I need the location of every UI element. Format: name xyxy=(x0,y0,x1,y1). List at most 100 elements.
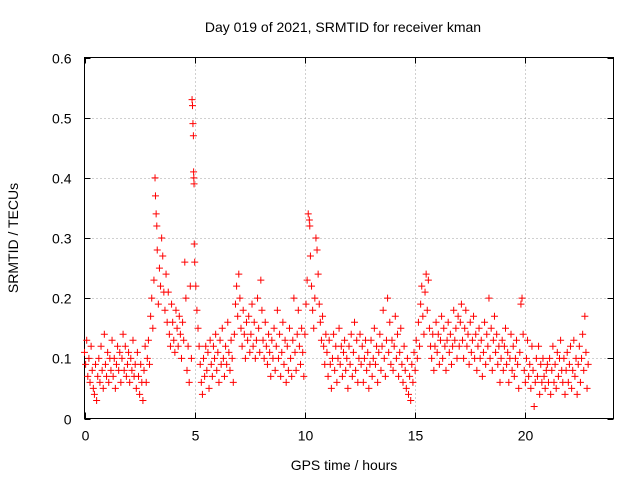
data-point xyxy=(425,324,433,332)
data-point xyxy=(499,366,507,374)
data-point xyxy=(120,366,128,374)
data-point xyxy=(201,372,209,380)
data-point xyxy=(465,360,473,368)
data-point xyxy=(326,360,334,368)
data-point xyxy=(285,324,293,332)
data-point xyxy=(569,366,577,374)
data-point xyxy=(180,336,188,344)
data-point xyxy=(128,366,136,374)
data-point xyxy=(190,168,198,176)
data-point xyxy=(392,354,400,362)
data-point xyxy=(501,324,509,332)
data-point xyxy=(515,384,523,392)
data-point xyxy=(234,312,242,320)
data-point xyxy=(246,348,254,356)
data-point xyxy=(90,390,98,398)
data-point xyxy=(229,378,237,386)
data-point xyxy=(151,192,159,200)
data-point xyxy=(462,306,470,314)
data-point xyxy=(583,384,591,392)
data-point xyxy=(195,342,203,350)
data-point xyxy=(443,336,451,344)
data-point xyxy=(387,360,395,368)
y-tick-label: 0.6 xyxy=(52,51,72,67)
x-tick-label: 10 xyxy=(298,428,314,444)
data-point xyxy=(171,348,179,356)
data-point xyxy=(433,348,441,356)
data-point xyxy=(398,360,406,368)
data-point xyxy=(129,336,137,344)
data-point xyxy=(312,234,320,242)
data-point xyxy=(540,372,548,380)
data-point xyxy=(516,348,524,356)
data-point xyxy=(203,366,211,374)
data-point xyxy=(411,366,419,374)
data-point xyxy=(189,102,197,110)
data-point xyxy=(276,330,284,338)
data-point xyxy=(148,294,156,302)
data-point xyxy=(410,348,418,356)
data-point xyxy=(196,360,204,368)
data-point xyxy=(260,354,268,362)
data-point xyxy=(189,120,197,128)
data-point xyxy=(207,360,215,368)
data-point xyxy=(223,360,231,368)
data-point xyxy=(461,324,469,332)
data-point xyxy=(457,300,465,308)
data-point xyxy=(409,378,417,386)
data-point xyxy=(508,366,516,374)
data-point xyxy=(274,354,282,362)
data-point xyxy=(341,336,349,344)
data-point xyxy=(485,294,493,302)
data-point xyxy=(400,342,408,350)
data-point xyxy=(374,378,382,386)
data-point xyxy=(211,354,219,362)
data-point xyxy=(407,396,415,404)
data-point xyxy=(584,360,592,368)
data-point xyxy=(150,276,158,284)
data-point xyxy=(368,372,376,380)
data-point xyxy=(208,372,216,380)
y-axis-title: SRMTID / TECUs xyxy=(5,183,21,293)
data-point xyxy=(173,324,181,332)
data-point xyxy=(483,330,491,338)
data-point xyxy=(110,354,118,362)
data-point xyxy=(473,366,481,374)
data-point xyxy=(432,318,440,326)
data-point xyxy=(578,354,586,362)
data-point xyxy=(431,342,439,350)
data-point xyxy=(213,366,221,374)
data-point xyxy=(464,330,472,338)
data-point xyxy=(418,282,426,290)
data-point xyxy=(478,372,486,380)
data-point xyxy=(565,360,573,368)
data-point xyxy=(172,306,180,314)
data-point xyxy=(282,378,290,386)
data-point xyxy=(197,378,205,386)
data-point xyxy=(189,132,197,140)
data-point xyxy=(168,300,176,308)
data-point xyxy=(510,372,518,380)
data-point xyxy=(455,342,463,350)
x-tick-label: 0 xyxy=(82,428,90,444)
data-point xyxy=(289,336,297,344)
data-point xyxy=(263,360,271,368)
data-point xyxy=(422,270,430,278)
data-point xyxy=(132,384,140,392)
data-point xyxy=(183,366,191,374)
data-point xyxy=(367,336,375,344)
data-point xyxy=(535,342,543,350)
data-point xyxy=(500,342,508,350)
data-point xyxy=(190,180,198,188)
data-point xyxy=(574,360,582,368)
data-point xyxy=(198,390,206,398)
data-point xyxy=(498,336,506,344)
data-point xyxy=(370,324,378,332)
data-point xyxy=(101,360,109,368)
x-tick-label: 20 xyxy=(518,428,534,444)
data-point xyxy=(297,360,305,368)
data-point xyxy=(492,348,500,356)
data-point xyxy=(402,384,410,392)
y-tick-label: 0.1 xyxy=(52,351,72,367)
data-point xyxy=(319,312,327,320)
